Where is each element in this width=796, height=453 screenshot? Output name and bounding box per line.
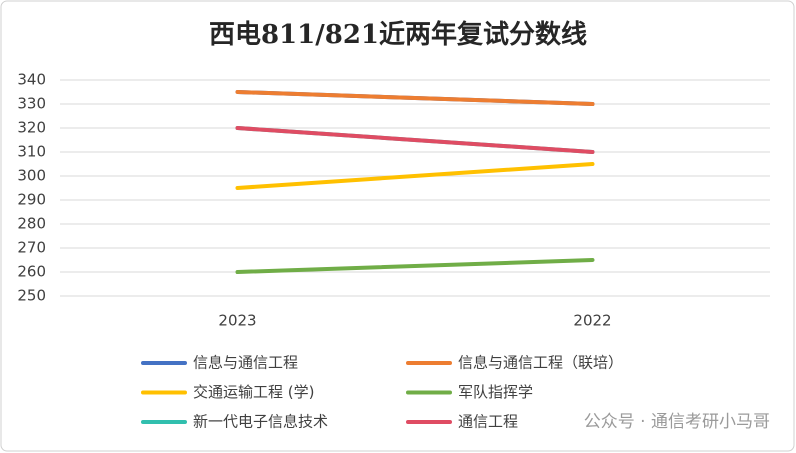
legend-label: 信息与通信工程 bbox=[193, 354, 298, 372]
series-line bbox=[235, 258, 595, 274]
y-tick-label: 330 bbox=[17, 95, 46, 113]
legend-label: 交通运输工程 (学) bbox=[193, 383, 314, 401]
y-tick-label: 310 bbox=[17, 143, 46, 161]
series-line bbox=[235, 162, 595, 190]
legend-label: 军队指挥学 bbox=[458, 383, 533, 401]
legend-label: 新一代电子信息技术 bbox=[193, 413, 328, 431]
legend-label: 信息与通信工程（联培） bbox=[458, 354, 623, 372]
x-tick-label: 2023 bbox=[218, 312, 256, 330]
chart-title: 西电811/821近两年复试分数线 bbox=[209, 19, 587, 50]
y-tick-label: 290 bbox=[17, 191, 46, 209]
x-tick-label: 2022 bbox=[573, 312, 611, 330]
y-tick-label: 280 bbox=[17, 215, 46, 233]
y-tick-label: 300 bbox=[17, 167, 46, 185]
watermark: 公众号 · 通信考研小马哥 bbox=[584, 412, 770, 432]
y-tick-label: 260 bbox=[17, 263, 46, 281]
series-line bbox=[235, 126, 595, 154]
y-tick-label: 270 bbox=[17, 239, 46, 257]
y-tick-label: 320 bbox=[17, 119, 46, 137]
series-line bbox=[235, 90, 595, 106]
y-tick-label: 340 bbox=[17, 71, 46, 89]
y-tick-label: 250 bbox=[17, 287, 46, 305]
legend-label: 通信工程 bbox=[458, 413, 518, 431]
